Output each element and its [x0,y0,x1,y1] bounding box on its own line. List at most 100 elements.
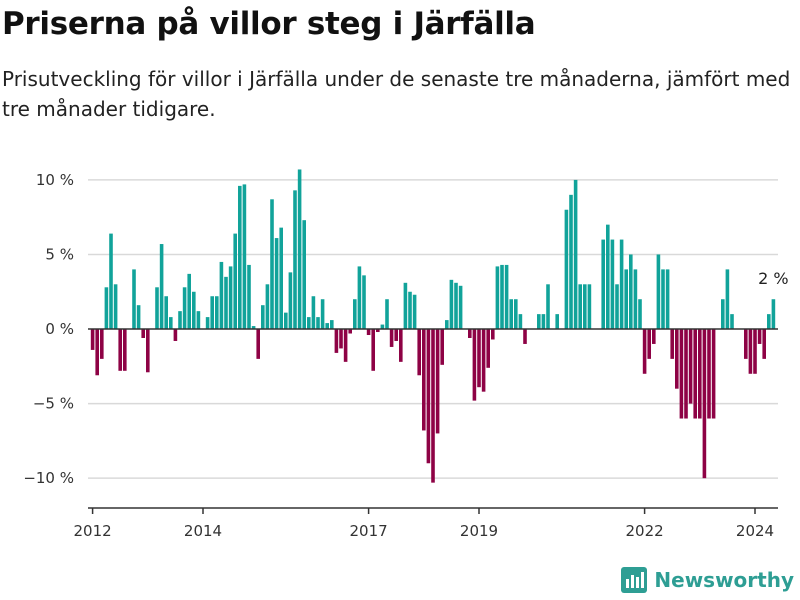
page-subtitle: Prisutveckling för villor i Järfälla und… [2,67,791,121]
bar [642,329,647,374]
bar [610,239,615,330]
bar [725,269,730,330]
bar [205,317,210,330]
bar [477,329,481,388]
bar [288,272,293,330]
bar [242,184,247,330]
bar [219,261,224,330]
bar [408,291,412,330]
y-tick-label: 0 % [45,320,74,338]
bar [385,299,389,330]
bar [693,329,697,419]
bar [169,317,173,330]
page-title: Priserna på villor steg i Järfälla [2,6,536,42]
y-tick-label: −5 % [33,395,74,413]
bar [670,329,674,359]
labels: 10 % 5 % 0 % −5 % −10 % 2012 2014 2017 2019 2022 2… [23,171,788,540]
bar [320,299,325,330]
bar [665,269,670,330]
bar [380,324,385,330]
bar [748,329,753,374]
bar [606,224,610,330]
bar [348,329,352,334]
bar [330,320,334,330]
bar [389,329,394,347]
bar [652,329,656,344]
bar [224,276,228,330]
bar [279,227,283,330]
bar [187,273,191,330]
bar [762,329,766,359]
bar [619,239,624,330]
bar [251,326,256,330]
x-tick-label: 2012 [74,522,112,540]
bar [546,284,550,330]
bar [601,239,605,330]
x-tick-label: 2024 [736,522,774,540]
bar [440,329,444,365]
bar [334,329,339,353]
bar [454,282,458,330]
y-tick-label: −10 % [23,469,74,487]
bar [261,305,265,330]
bar [573,179,578,330]
bar [702,329,707,479]
bar [210,296,214,330]
bar [178,311,182,330]
bar [624,269,628,330]
bar [141,329,145,338]
bar [362,275,366,330]
bar [123,329,127,371]
brand: Newsworthy [620,566,794,594]
bar [118,329,122,371]
bar [679,329,684,419]
axes [88,328,778,514]
bar [757,329,762,344]
bar [698,329,702,419]
bar [274,238,279,330]
bar [583,284,587,330]
bar [491,329,495,340]
bar [316,317,320,330]
bar [426,329,431,464]
bar [449,279,454,330]
bar [265,284,270,330]
bar [721,299,725,330]
x-tick-label: 2017 [350,522,388,540]
x-tick-label: 2019 [460,522,498,540]
bar [518,314,523,330]
brand-name: Newsworthy [654,568,794,592]
bar [435,329,440,434]
bar [771,299,776,330]
bar [182,287,187,330]
bar [256,329,260,359]
bar [353,299,357,330]
bar [767,314,771,330]
bar-chart-logo-icon [621,567,648,593]
bar [302,220,306,330]
bar [569,194,573,330]
bar [615,284,619,330]
bar [711,329,716,419]
bar [500,264,504,330]
bar [196,311,201,330]
bar [422,329,426,431]
bar [247,264,251,330]
bar [238,185,242,330]
bar [431,329,435,483]
bar [486,329,490,368]
bar [730,314,734,330]
bar [633,269,638,330]
bar [744,329,748,359]
bar [95,329,99,376]
bar [481,329,486,392]
bar [472,329,477,401]
bar [684,329,688,419]
bar [468,329,472,338]
bar [366,329,371,336]
bar [155,287,159,330]
bar [293,190,297,330]
bar [587,284,592,330]
bar [514,299,518,330]
bar [371,329,375,371]
